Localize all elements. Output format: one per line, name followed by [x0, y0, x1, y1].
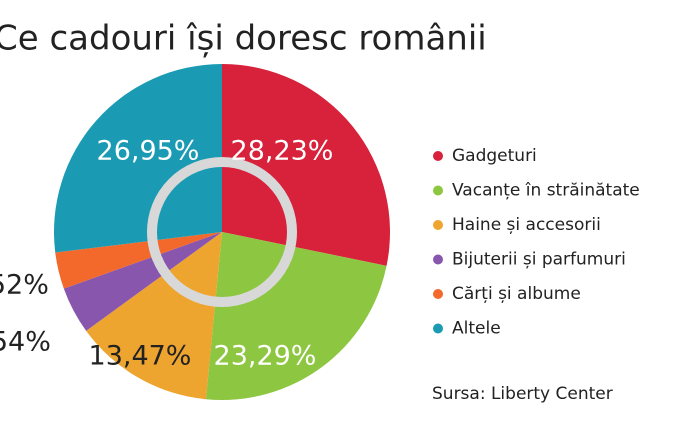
legend-swatch: [433, 185, 443, 196]
pie-slice: [53, 64, 222, 253]
legend-label: Bijuterii și parfumuri: [452, 250, 626, 270]
legend-swatch: [433, 289, 443, 299]
center-ring: [147, 157, 297, 307]
value-label: 26,95%: [97, 136, 200, 167]
legend-swatch: [433, 254, 443, 265]
legend-swatch: [433, 151, 443, 161]
legend-label: Cărți și albume: [452, 284, 581, 304]
pie-slice: [63, 232, 222, 331]
value-label: 28,23%: [231, 136, 334, 167]
legend-swatch: [433, 220, 443, 230]
value-label: 23,29%: [214, 341, 317, 372]
value-label: 4,54%: [0, 327, 51, 358]
legend-label: Vacanțe în străinătate: [452, 181, 640, 201]
legend-label: Altele: [452, 319, 501, 339]
legend-label: Gadgeturi: [452, 146, 537, 166]
legend-swatch: [433, 323, 443, 334]
legend-label: Haine și accesorii: [452, 215, 601, 235]
pie-slice: [205, 232, 387, 400]
chart-title: Ce cadouri își doresc românii: [0, 19, 487, 59]
pie-slice: [86, 232, 222, 400]
pie-slice: [55, 232, 223, 289]
value-label: 3,52%: [0, 270, 49, 301]
pie-slice: [222, 64, 391, 266]
value-label: 13,47%: [89, 341, 192, 372]
source: Sursa: Liberty Center: [432, 384, 613, 404]
